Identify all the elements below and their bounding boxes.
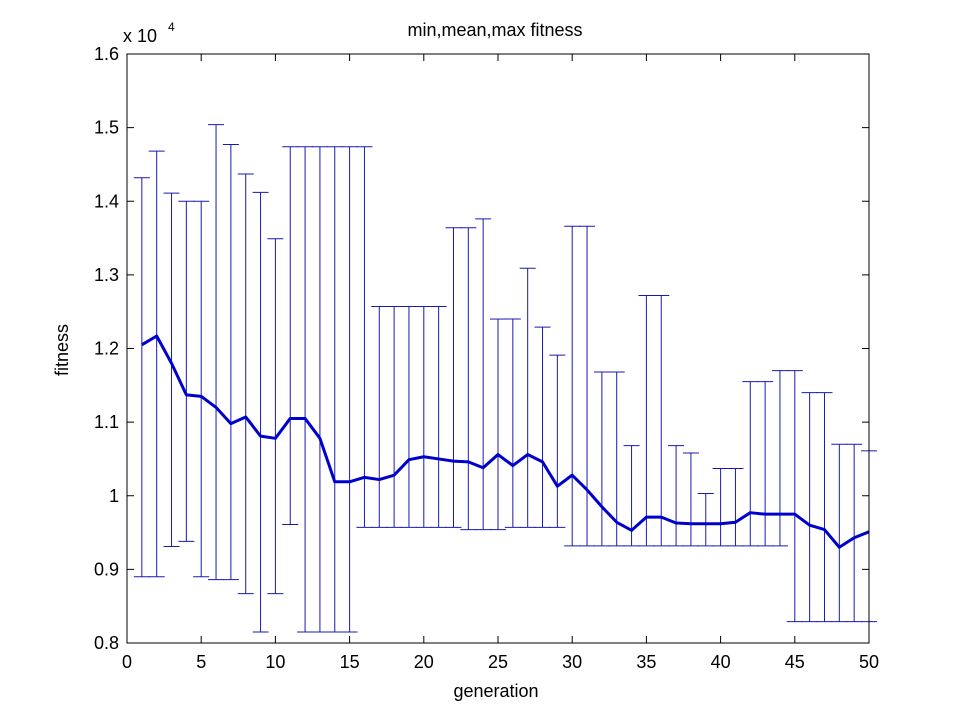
x-tick-label: 0 (122, 652, 132, 672)
x-tick-label: 5 (196, 652, 206, 672)
x-tick-label: 50 (859, 652, 879, 672)
chart-title: min,mean,max fitness (407, 20, 582, 40)
y-tick-label: 1.5 (94, 118, 119, 138)
y-tick-label: 1.3 (94, 265, 119, 285)
x-tick-label: 45 (785, 652, 805, 672)
x-tick-label: 20 (414, 652, 434, 672)
y-tick-label: 1.1 (94, 412, 119, 432)
y-tick-label: 1 (109, 486, 119, 506)
axis-ticks: 0 5 10 15 20 25 30 35 40 45 50 0.8 0.9 1 1.1 1.2 1.3 1.4 1… (94, 44, 879, 672)
x-tick-label: 25 (488, 652, 508, 672)
y-tick-label: 1.4 (94, 191, 119, 211)
y-tick-label: 0.8 (94, 633, 119, 653)
y-axis-label: fitness (52, 324, 72, 376)
y-multiplier-exponent: 4 (168, 20, 175, 34)
x-tick-label: 15 (340, 652, 360, 672)
y-tick-label: 0.9 (94, 559, 119, 579)
x-tick-label: 35 (636, 652, 656, 672)
y-multiplier-prefix: x 10 (123, 26, 157, 46)
y-tick-label: 1.2 (94, 339, 119, 359)
y-tick-label: 1.6 (94, 44, 119, 64)
plot-area (133, 124, 877, 633)
x-tick-label: 10 (265, 652, 285, 672)
x-tick-label: 40 (711, 652, 731, 672)
x-tick-label: 30 (562, 652, 582, 672)
series-line-mean (141, 334, 870, 549)
x-axis-label: generation (453, 681, 538, 701)
